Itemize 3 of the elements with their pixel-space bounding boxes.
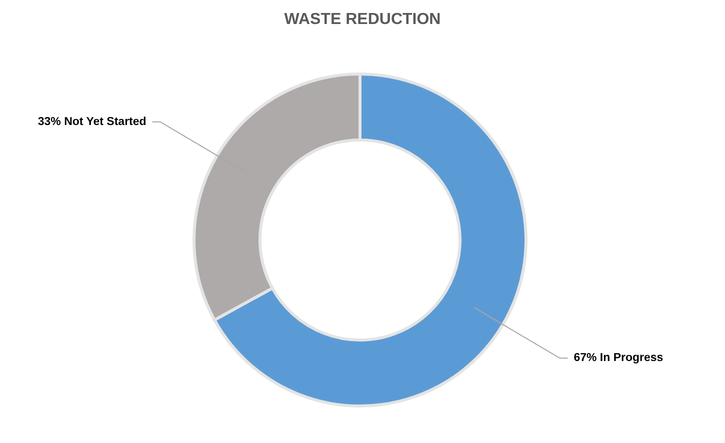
slice-label: 67% In Progress bbox=[574, 352, 664, 364]
chart-title: WASTE REDUCTION bbox=[284, 11, 441, 28]
slice-label: 33% Not Yet Started bbox=[38, 116, 146, 128]
